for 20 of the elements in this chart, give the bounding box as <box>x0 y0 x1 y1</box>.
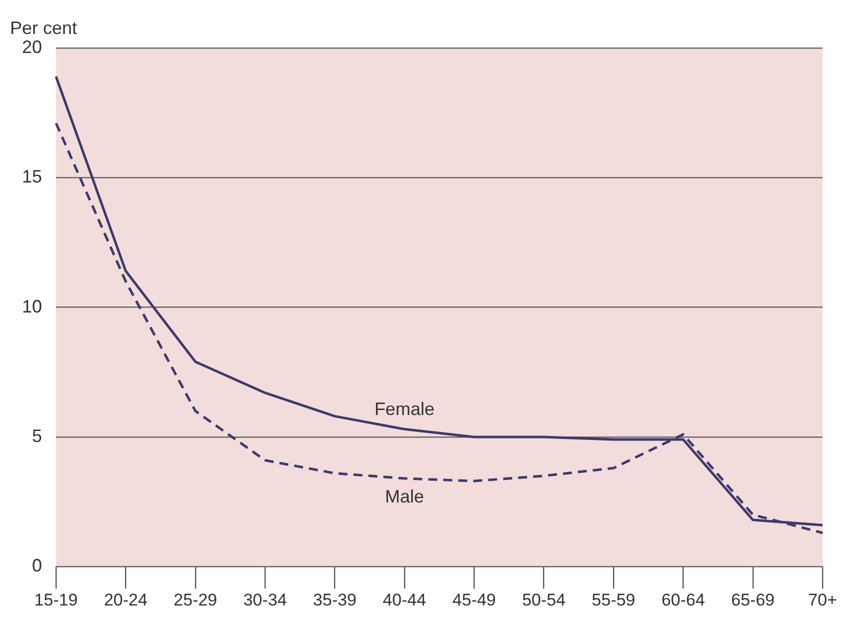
x-tick-label: 50-54 <box>522 590 566 610</box>
x-tick-label: 65-69 <box>731 590 775 610</box>
x-tick-label: 40-44 <box>382 590 426 610</box>
x-tick-label: 30-34 <box>243 590 287 610</box>
x-tick-label: 45-49 <box>452 590 496 610</box>
series-label: Female <box>374 399 434 420</box>
y-tick-label: 10 <box>22 296 42 316</box>
x-tick-label: 35-39 <box>313 590 357 610</box>
x-tick-label: 15-19 <box>34 590 78 610</box>
y-tick-label: 5 <box>32 426 42 446</box>
y-tick-label: 0 <box>32 556 42 576</box>
x-tick-label: 25-29 <box>174 590 218 610</box>
x-tick-label: 55-59 <box>592 590 636 610</box>
x-tick-label: 60-64 <box>661 590 705 610</box>
y-tick-label: 15 <box>22 166 42 187</box>
y-tick-label: 20 <box>22 36 42 57</box>
series-label: Male <box>384 486 424 506</box>
x-tick-label: 20-24 <box>104 590 148 610</box>
y-axis-title: Per cent <box>10 18 78 38</box>
x-tick-label: 70+ <box>808 590 838 610</box>
